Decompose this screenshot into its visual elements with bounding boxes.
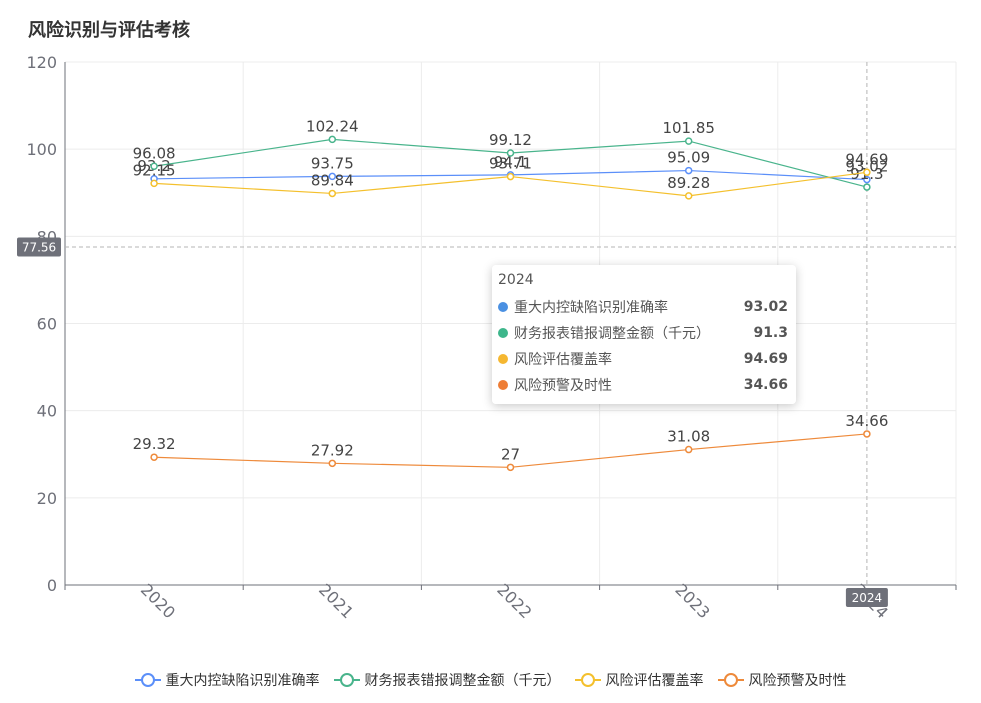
y-tick-label: 60 — [37, 315, 57, 334]
data-point — [684, 445, 693, 454]
data-label: 101.85 — [662, 119, 715, 137]
data-point — [684, 137, 693, 145]
data-label: 27.92 — [311, 441, 354, 459]
data-label: 95.09 — [667, 149, 710, 167]
tooltip-series-name: 风险评估覆盖率 — [514, 352, 612, 368]
data-label: 34.66 — [845, 412, 888, 430]
data-label: 93.75 — [311, 154, 354, 172]
data-label: 29.32 — [133, 435, 176, 453]
data-label: 93.71 — [489, 155, 532, 173]
x-tick-label: 2022 — [493, 580, 535, 622]
crosshair-x-label: 2024 — [852, 591, 883, 605]
tooltip-row: 财务报表错报调整金额（千元） 91.3 — [498, 320, 788, 346]
tooltip-row: 风险评估覆盖率 94.69 — [498, 346, 788, 372]
tooltip-title: 2024 — [498, 272, 534, 288]
x-tick-label: 2020 — [137, 580, 179, 622]
crosshair-x-pill — [845, 588, 888, 607]
tooltip-dot — [498, 328, 508, 338]
data-label: 89.84 — [311, 171, 354, 189]
data-point — [150, 179, 158, 188]
data-label: 93.02 — [845, 158, 888, 176]
data-point — [506, 463, 515, 472]
legend-label: 风险预警及时性 — [748, 673, 847, 689]
data-point — [863, 168, 871, 177]
y-tick-label: 40 — [37, 402, 57, 421]
crosshair-y-pill — [17, 237, 61, 257]
data-label: 96.08 — [133, 144, 176, 162]
legend-line-circle-icon — [717, 673, 744, 687]
data-label: 89.28 — [667, 174, 710, 192]
legend-label: 财务报表错报调整金额（千元） — [364, 673, 561, 689]
data-point — [684, 192, 693, 200]
legend-label: 风险评估覆盖率 — [605, 673, 704, 689]
legend-line-circle-icon — [574, 673, 601, 687]
legend-item[interactable]: 风险评估覆盖率 — [574, 670, 704, 690]
data-point — [328, 135, 337, 144]
legend-item[interactable]: 财务报表错报调整金额（千元） — [333, 670, 561, 690]
data-label: 99.12 — [489, 131, 532, 149]
data-point — [863, 175, 871, 184]
x-tick-label: 2023 — [671, 580, 713, 622]
chart-legend: 重大内控缺陷识别准确率 财务报表错报调整金额（千元） 风险评估覆盖率 风险预警及… — [0, 670, 981, 690]
line-chart: 0204060801001202020202120222023202493.29… — [17, 53, 957, 622]
data-label: 27 — [501, 445, 520, 463]
x-tick-label: 2021 — [315, 580, 357, 622]
data-point — [328, 172, 337, 181]
tooltip-dot — [498, 380, 508, 390]
legend-item[interactable]: 风险预警及时性 — [717, 670, 847, 690]
tooltip-row: 风险预警及时性 34.66 — [498, 372, 788, 398]
data-label: 92.15 — [133, 161, 176, 179]
data-label: 102.24 — [306, 117, 359, 135]
legend-item[interactable]: 重大内控缺陷识别准确率 — [134, 670, 320, 690]
data-label: 31.08 — [667, 428, 710, 446]
data-point — [506, 172, 515, 181]
tooltip-series-value: 94.69 — [743, 351, 788, 367]
data-point — [150, 162, 158, 171]
tooltip-series-name: 财务报表错报调整金额（千元） — [514, 326, 710, 342]
tooltip-series-name: 风险预警及时性 — [514, 378, 612, 394]
data-point — [863, 430, 871, 438]
data-point — [328, 459, 337, 468]
legend-line-circle-icon — [333, 673, 360, 687]
legend-line-circle-icon — [134, 673, 161, 687]
tooltip-series-value: 91.3 — [753, 325, 788, 341]
tooltip-series-name: 重大内控缺陷识别准确率 — [514, 300, 668, 316]
data-point — [506, 149, 515, 157]
y-tick-label: 100 — [26, 140, 57, 159]
tooltip-series-value: 34.66 — [743, 377, 788, 393]
data-point — [863, 183, 871, 191]
tooltip-row: 重大内控缺陷识别准确率 93.02 — [498, 294, 788, 320]
data-label: 94.1 — [494, 153, 527, 171]
data-point — [684, 166, 693, 175]
chart-title: 风险识别与评估考核 — [28, 20, 190, 41]
tooltip-dot — [498, 302, 508, 312]
data-point — [150, 453, 158, 461]
y-tick-label: 120 — [26, 53, 57, 72]
y-tick-label: 0 — [47, 576, 57, 595]
tooltip-dot — [498, 354, 508, 364]
legend-label: 重大内控缺陷识别准确率 — [165, 673, 320, 689]
y-tick-label: 20 — [37, 489, 57, 508]
data-point — [328, 189, 337, 198]
chart-tooltip: 2024 重大内控缺陷识别准确率 93.02 财务报表错报调整金额（千元） 91… — [492, 265, 796, 404]
tooltip-series-value: 93.02 — [743, 299, 788, 315]
data-label: 94.69 — [845, 150, 888, 168]
crosshair-y-label: 77.56 — [22, 240, 56, 254]
